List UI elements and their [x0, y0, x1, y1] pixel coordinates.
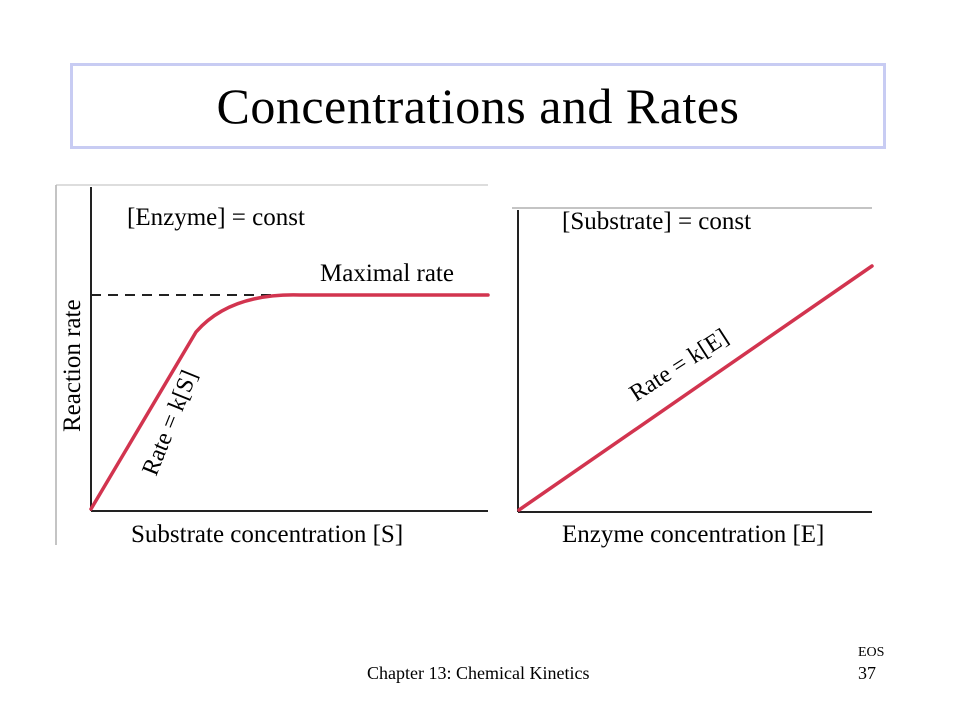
- right-condition-label: [Substrate] = const: [562, 208, 751, 235]
- left-x-axis-label: Substrate concentration [S]: [131, 521, 403, 548]
- slide-title: Concentrations and Rates: [216, 78, 740, 134]
- rate-ks-label: Rate = k[S]: [137, 367, 203, 480]
- left-condition-label: [Enzyme] = const: [127, 204, 305, 231]
- footer-eos: EOS: [858, 645, 885, 660]
- left-diagram: [Enzyme] = const Maximal rate Reaction r…: [55, 184, 490, 548]
- footer-page-number: 37: [858, 663, 876, 683]
- left-y-axis-label: Reaction rate: [59, 299, 86, 432]
- right-x-axis-label: Enzyme concentration [E]: [562, 521, 824, 548]
- saturation-curve: [89, 293, 490, 511]
- title-box: Concentrations and Rates: [70, 63, 886, 149]
- right-diagram: [Substrate] = const Rate = k[E] Enzyme c…: [512, 207, 874, 548]
- rate-ke-label: Rate = k[E]: [625, 324, 733, 407]
- maximal-rate-label: Maximal rate: [320, 260, 454, 287]
- footer-chapter: Chapter 13: Chemical Kinetics: [367, 663, 590, 683]
- linear-rate-line: [517, 264, 874, 512]
